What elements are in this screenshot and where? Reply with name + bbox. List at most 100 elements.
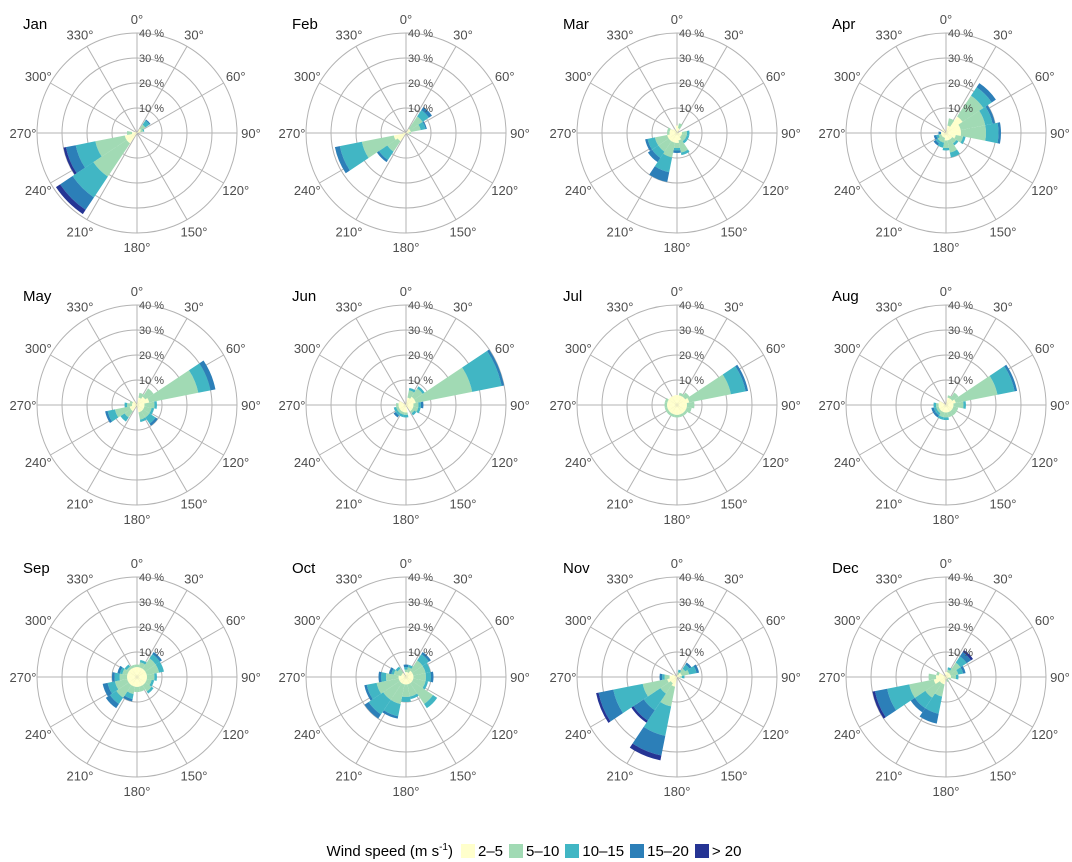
sector-67.5-bin-2 <box>950 670 959 677</box>
sector-270-bin-1 <box>403 132 406 134</box>
sector-90-bin-2 <box>681 131 688 135</box>
radial-tick-label: 30 % <box>408 53 433 65</box>
sector-157.5-bin-1 <box>137 405 142 413</box>
sector-67.5-bin-2 <box>414 367 473 404</box>
sector-22.5-bin-1 <box>137 667 143 677</box>
direction-label: 150° <box>181 497 208 512</box>
sector-112.5-bin-2 <box>145 678 152 686</box>
grid-spoke <box>355 590 407 678</box>
radial-tick-label: 30 % <box>408 325 433 337</box>
sector-247.5-bin-1 <box>933 677 946 684</box>
sector-225-bin-3 <box>378 145 394 161</box>
direction-label: 270° <box>550 398 577 413</box>
grid-spoke <box>626 318 678 406</box>
sector-292.5-bin-1 <box>127 671 137 677</box>
sector-180-bin-1 <box>675 133 679 144</box>
legend-label: 5–10 <box>526 842 560 860</box>
direction-label: 330° <box>607 27 634 42</box>
sector-247.5-bin-1 <box>398 677 406 682</box>
direction-label: 30° <box>724 27 744 42</box>
sector-315-bin-2 <box>126 666 132 672</box>
sector-157.5-bin-3 <box>409 693 419 700</box>
radial-tick-label: 10 % <box>679 103 704 115</box>
sector-180-bin-3 <box>673 147 681 151</box>
sector-90-bin-2 <box>960 125 986 141</box>
grid-spoke <box>945 404 1033 456</box>
sector-202.5-bin-2 <box>660 685 676 707</box>
sector-22.5-bin-3 <box>407 664 413 669</box>
sector-202.5-bin-2 <box>939 411 945 418</box>
sector-67.5-bin-1 <box>406 130 411 133</box>
sector-90-bin-1 <box>137 403 145 407</box>
sector-180-bin-1 <box>135 677 139 688</box>
grid-spoke <box>676 590 728 678</box>
sector-0-bin-3 <box>404 666 408 670</box>
direction-label: 0° <box>671 284 683 299</box>
radial-tick-label: 40 % <box>408 300 433 312</box>
sector-45-bin-4 <box>959 652 971 664</box>
sector-202.5-bin-4 <box>632 726 666 756</box>
sector-247.5-bin-5 <box>596 692 611 723</box>
sector-202.5-bin-2 <box>127 685 136 695</box>
legend-label: 10–15 <box>582 842 625 860</box>
sector-202.5-bin-4 <box>123 695 133 702</box>
direction-label: 30° <box>184 299 204 314</box>
sector-157.5-bin-2 <box>138 685 146 692</box>
sector-270-bin-3 <box>662 674 665 680</box>
radial-tick-label: 10 % <box>139 647 164 659</box>
sector-45-bin-1 <box>406 128 411 133</box>
sector-247.5-bin-3 <box>936 134 940 139</box>
grid-spoke <box>590 82 678 134</box>
sector-90-bin-3 <box>963 401 967 409</box>
direction-label: 0° <box>940 12 952 27</box>
sector-67.5-bin-2 <box>412 665 426 676</box>
direction-label: 30° <box>453 27 473 42</box>
wind-rose-apr: 10 % 20 % 30 % 40 %0° 30° 60° 90° 120° 150° 180° 2… <box>819 12 1070 255</box>
grid-spoke <box>676 132 764 184</box>
sector-0-bin-2 <box>404 669 408 673</box>
wind-rose-may: 10 % 20 % 30 % 40 %0° 30° 60° 90° 120° 150° 180° 2… <box>10 284 261 527</box>
sector-135-bin-4 <box>149 417 158 426</box>
sector-90-bin-2 <box>408 132 411 134</box>
grid-spoke <box>945 318 997 406</box>
radial-tick-label: 40 % <box>679 300 704 312</box>
panel-title: Nov <box>563 560 590 577</box>
direction-label: 0° <box>400 284 412 299</box>
sector-45-bin-4 <box>421 652 431 662</box>
sector-247.5-bin-3 <box>647 137 659 150</box>
sector-45-bin-3 <box>682 664 690 672</box>
direction-label: 240° <box>294 183 321 198</box>
sector-0-bin-1 <box>135 666 139 677</box>
sector-247.5-bin-1 <box>667 405 677 411</box>
sector-225-bin-1 <box>668 133 677 142</box>
direction-label: 120° <box>762 455 789 470</box>
sector-270-bin-3 <box>114 672 120 682</box>
sector-90-bin-2 <box>679 676 682 678</box>
grid-spoke <box>405 132 493 184</box>
sector-247.5-bin-4 <box>334 146 350 174</box>
sector-67.5-bin-1 <box>677 674 682 677</box>
sector-90-bin-2 <box>413 673 427 681</box>
sector-112.5-bin-2 <box>954 134 964 143</box>
sector-45-bin-1 <box>406 396 415 405</box>
legend: Wind speed (m s-1) 2–5 5–10 10–15 15–20 > 20 <box>0 840 1072 862</box>
grid-spoke <box>895 132 947 220</box>
sector-67.5-bin-1 <box>677 398 690 405</box>
sector-90-bin-2 <box>686 401 695 409</box>
sector-247.5-bin-4 <box>933 134 938 140</box>
grid-spoke <box>859 354 947 406</box>
grid-spoke <box>86 590 138 678</box>
direction-label: 150° <box>450 225 477 240</box>
grid-spoke <box>676 46 728 134</box>
sector-270-bin-4 <box>659 673 663 681</box>
sector-45-bin-2 <box>957 95 984 122</box>
sector-67.5-bin-3 <box>462 350 502 392</box>
grid-spoke <box>405 590 457 678</box>
legend-label: > 20 <box>711 842 742 860</box>
grid-spoke <box>405 404 457 492</box>
sector-135-bin-1 <box>677 133 682 138</box>
direction-label: 180° <box>933 784 960 799</box>
direction-label: 300° <box>565 613 592 628</box>
sector-225-bin-1 <box>397 133 406 142</box>
direction-label: 120° <box>762 727 789 742</box>
